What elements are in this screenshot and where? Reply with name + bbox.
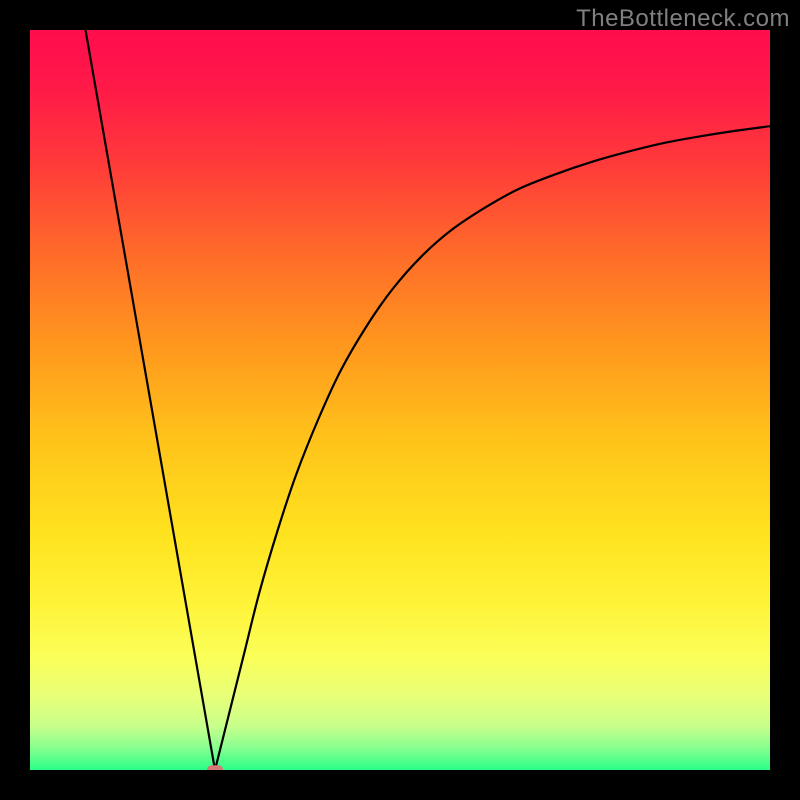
watermark-text: TheBottleneck.com [576,5,790,33]
chart-container: TheBottleneck.com [0,0,800,800]
bottleneck-chart [0,0,800,800]
chart-background [30,30,770,770]
